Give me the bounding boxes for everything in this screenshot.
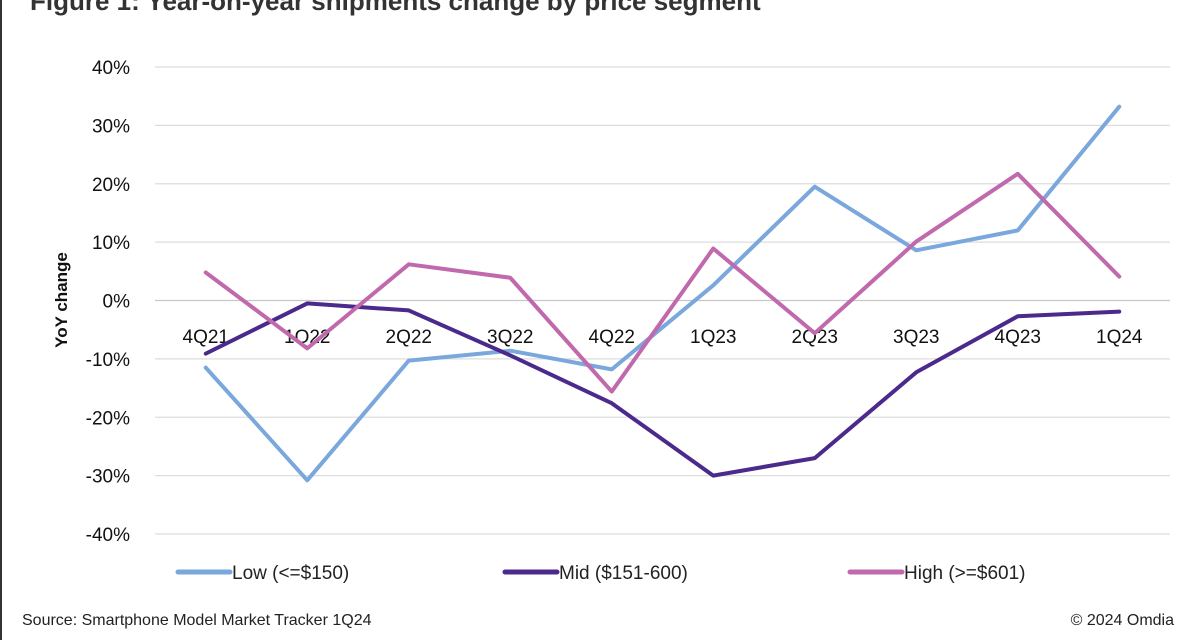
left-border <box>0 0 2 640</box>
x-tick-label: 1Q23 <box>690 327 736 348</box>
y-tick-label: 20% <box>92 175 130 196</box>
source-note: Source: Smartphone Model Market Tracker … <box>22 612 372 629</box>
x-tick-label: 2Q23 <box>792 327 838 348</box>
y-tick-label: 30% <box>92 116 130 137</box>
y-tick-label: -10% <box>86 350 130 371</box>
y-tick-label: -30% <box>86 467 130 488</box>
series-line-0 <box>203 104 1122 483</box>
copyright: © 2024 Omdia <box>1070 612 1174 629</box>
x-tick-label: 1Q24 <box>1096 327 1143 348</box>
y-tick-label: 10% <box>92 233 130 254</box>
x-tick-label: 2Q22 <box>386 327 432 348</box>
x-tick-label: 4Q22 <box>589 327 635 348</box>
x-tick-label: 4Q23 <box>995 327 1041 348</box>
series-line-2 <box>203 171 1122 394</box>
y-tick-label: -40% <box>86 525 130 546</box>
legend-label: Low (<=$150) <box>232 563 349 584</box>
x-tick-label: 4Q21 <box>183 327 229 348</box>
x-tick-label: 3Q22 <box>487 327 533 348</box>
y-tick-label: 40% <box>92 58 130 79</box>
legend-label: High (>=$601) <box>904 563 1025 584</box>
x-tick-label: 1Q22 <box>284 327 330 348</box>
y-tick-label: 0% <box>103 292 131 313</box>
x-tick-label: 3Q23 <box>893 327 939 348</box>
chart-title: Figure 1: Year-on-year shipments change … <box>30 0 761 16</box>
y-axis-label: YoY change <box>52 252 71 348</box>
legend-label: Mid ($151-600) <box>559 563 688 584</box>
y-tick-label: -20% <box>86 408 130 429</box>
